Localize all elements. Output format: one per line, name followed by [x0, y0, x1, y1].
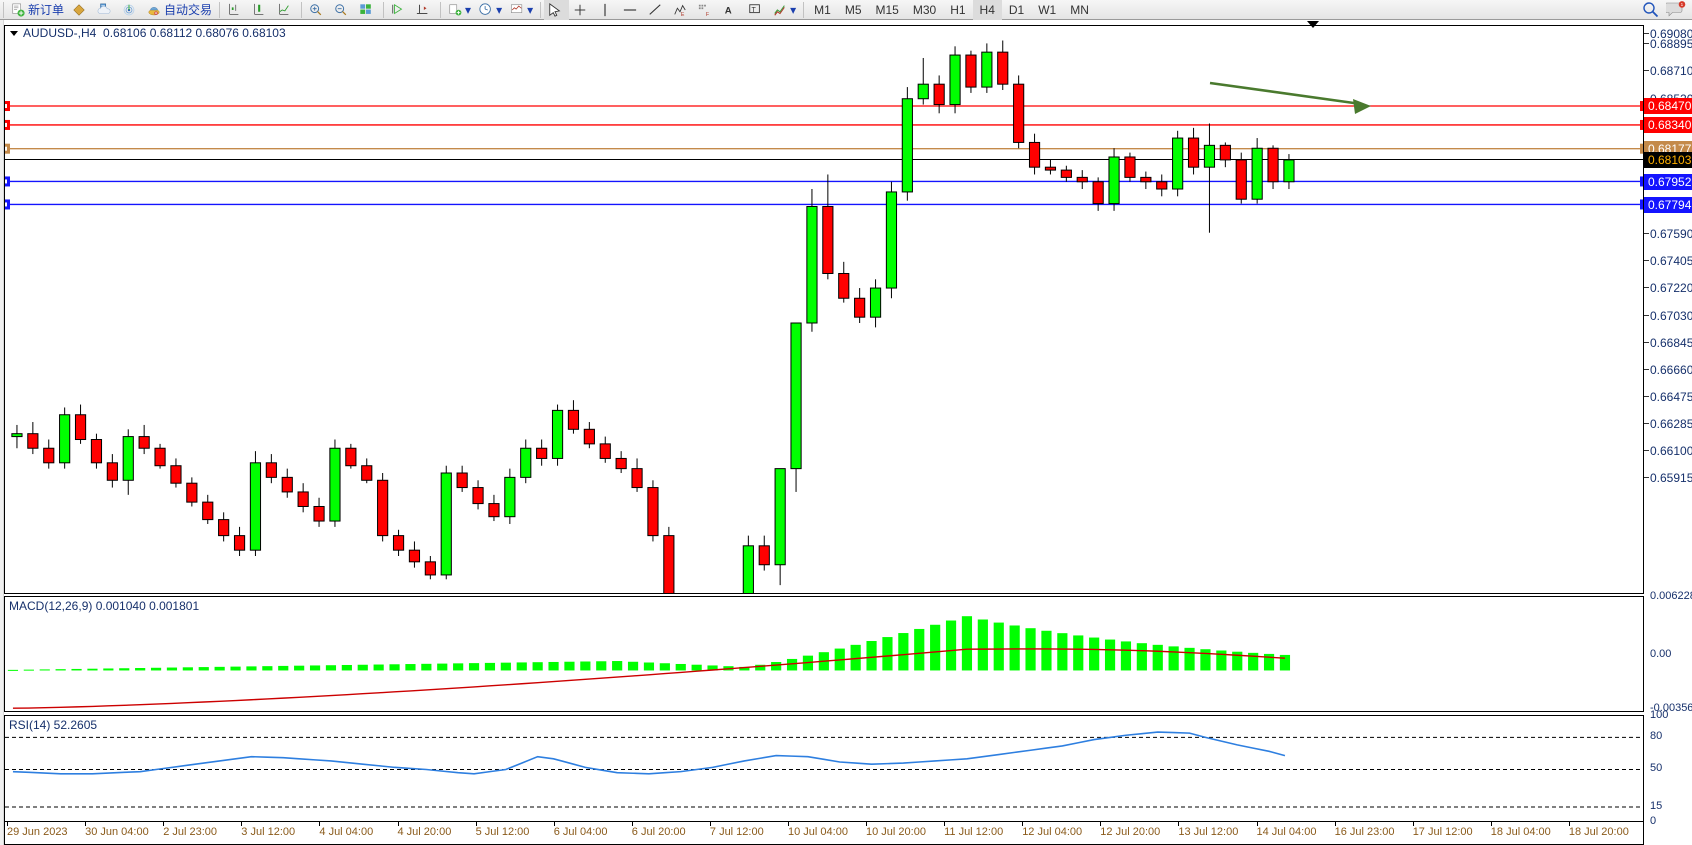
svg-text:T: T	[752, 6, 757, 13]
svg-text:1: 1	[1681, 2, 1684, 7]
svg-text:A: A	[725, 5, 732, 16]
svg-text:E: E	[681, 12, 685, 17]
svg-text:F: F	[706, 12, 709, 17]
